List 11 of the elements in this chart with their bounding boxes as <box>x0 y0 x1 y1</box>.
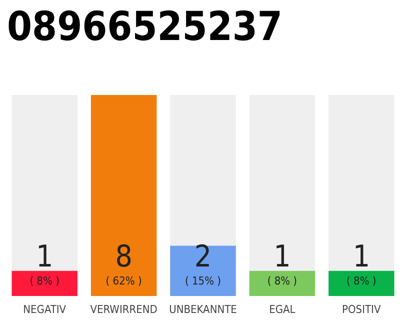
x-tick-label: VERWIRREND <box>90 303 158 316</box>
chart-title: 08966525237 <box>7 4 282 50</box>
x-tick-label: NEGATIV <box>23 303 66 316</box>
data-label: 8 ( 62% ) <box>106 240 142 288</box>
x-tick-label: POSITIV <box>342 303 381 316</box>
data-label: 1 ( 8% ) <box>346 240 376 288</box>
data-label: 2 ( 15% ) <box>184 240 222 288</box>
data-label: 1 ( 8% ) <box>30 240 60 288</box>
x-tick-label: EGAL <box>269 303 296 316</box>
x-tick-label: UNBEKANNTE <box>169 303 237 316</box>
data-label: 1 ( 8% ) <box>267 240 298 288</box>
